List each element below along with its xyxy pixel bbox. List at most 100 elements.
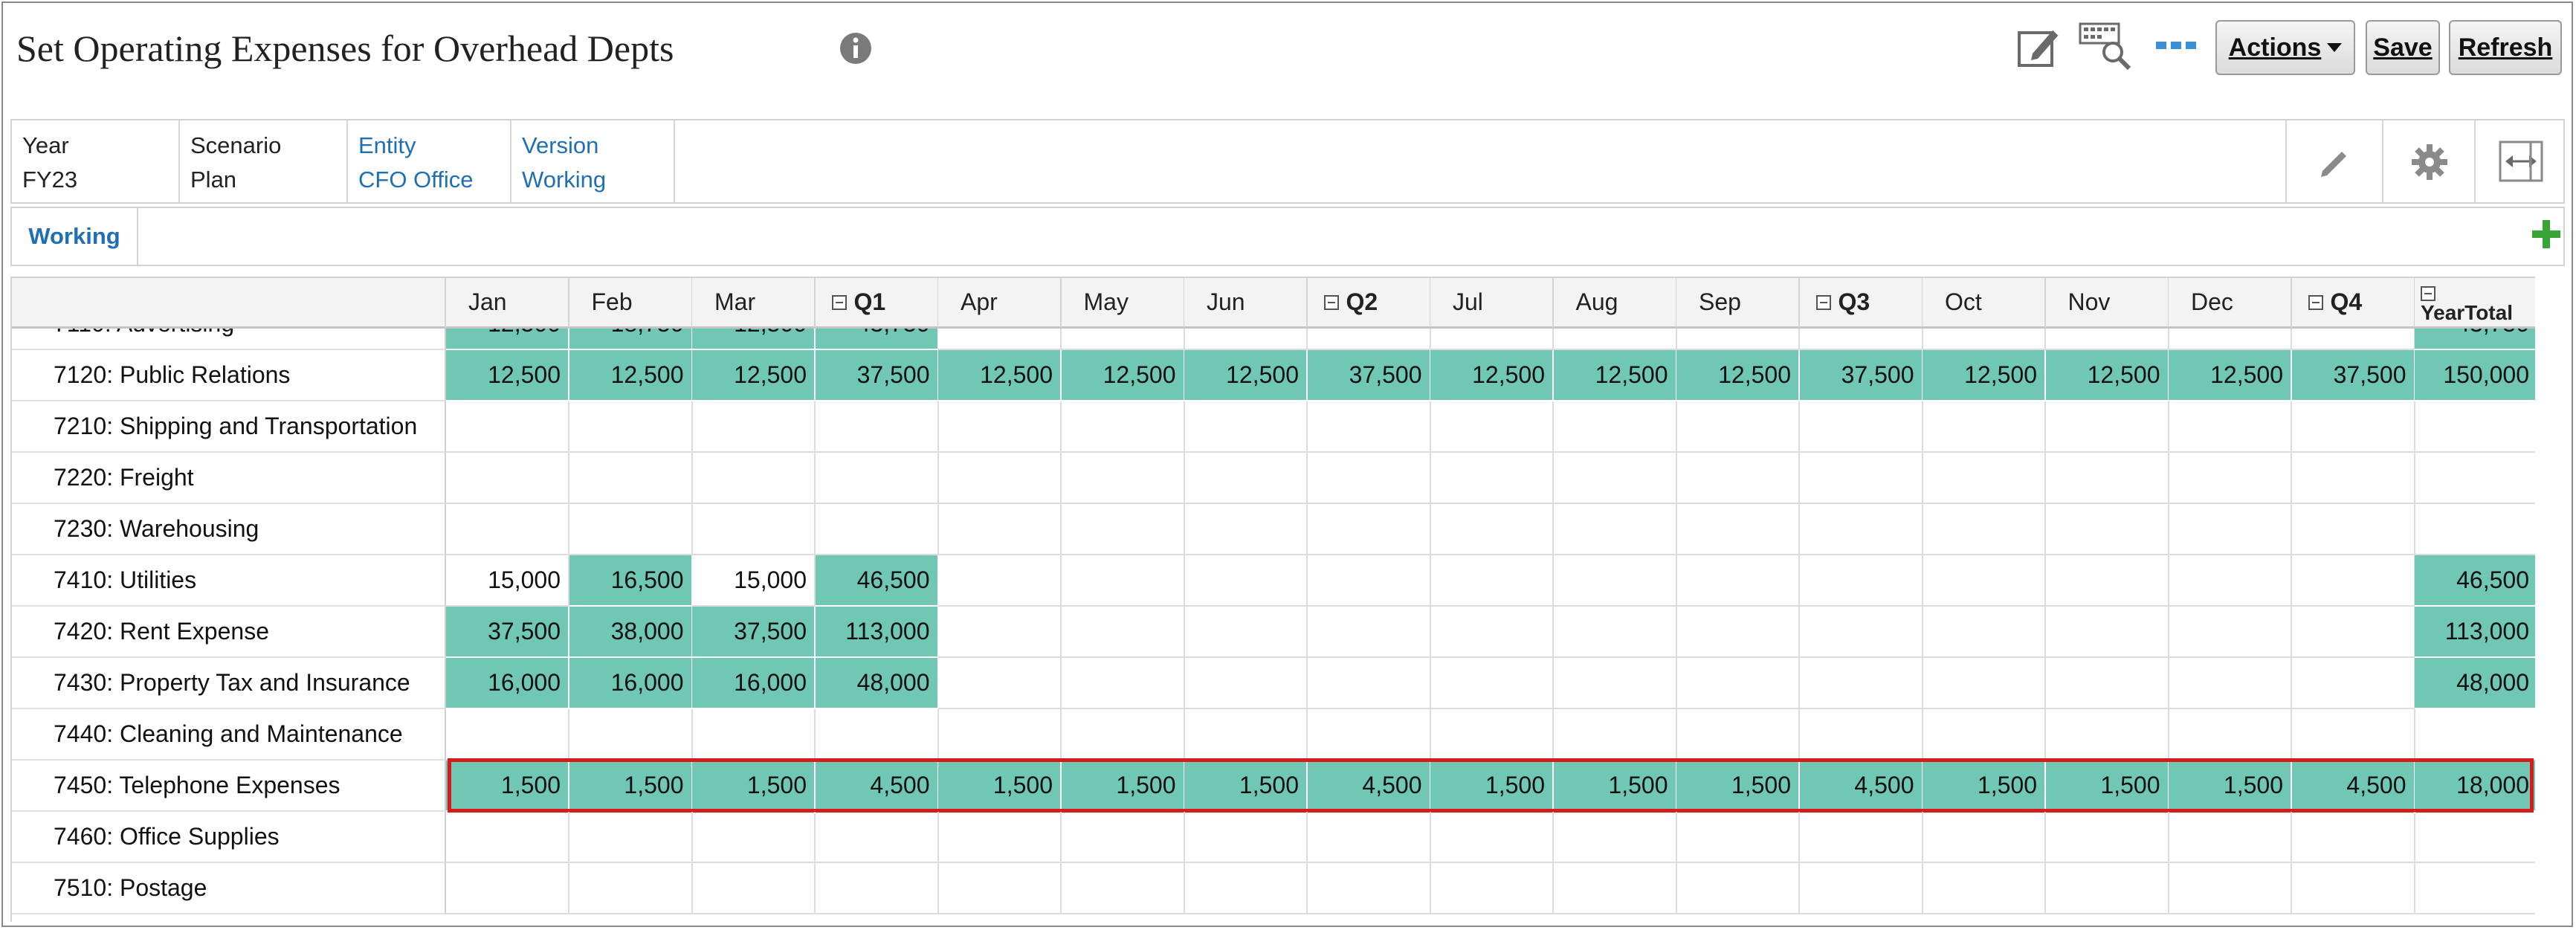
grid-cell[interactable]: 37,500 xyxy=(1799,350,1923,401)
grid-cell[interactable] xyxy=(1923,555,2046,607)
grid-cell[interactable] xyxy=(938,709,1062,761)
grid-cell[interactable] xyxy=(1061,401,1185,453)
grid-cell[interactable] xyxy=(692,709,816,761)
grid-cell[interactable] xyxy=(1430,709,1554,761)
grid-cell[interactable]: 4,500 xyxy=(2291,761,2415,812)
refresh-button[interactable]: Refresh xyxy=(2449,20,2562,75)
grid-cell[interactable]: 37,500 xyxy=(446,607,569,658)
grid-cell[interactable]: 16,000 xyxy=(692,658,816,709)
grid-cell[interactable] xyxy=(2045,607,2169,658)
grid-cell[interactable] xyxy=(1061,453,1185,504)
pencil-icon[interactable] xyxy=(2317,144,2352,180)
grid-cell[interactable] xyxy=(1553,607,1677,658)
grid-cell[interactable]: 150,000 xyxy=(2415,350,2535,401)
grid-cell[interactable] xyxy=(2291,504,2415,555)
column-header[interactable]: Q4 xyxy=(2291,278,2415,329)
pov-collapse-tool[interactable] xyxy=(2474,120,2563,202)
grid-cell[interactable] xyxy=(2169,555,2292,607)
grid-cell[interactable] xyxy=(1676,607,1800,658)
grid-cell[interactable] xyxy=(1184,453,1308,504)
grid-cell[interactable] xyxy=(1553,401,1677,453)
grid-cell[interactable] xyxy=(1430,453,1554,504)
grid-cell[interactable] xyxy=(1553,658,1677,709)
grid-cell[interactable] xyxy=(569,709,693,761)
grid-cell[interactable]: 12,500 xyxy=(692,350,816,401)
grid-cell[interactable]: 37,500 xyxy=(815,350,939,401)
pov-settings-tool[interactable] xyxy=(2382,120,2474,202)
grid-cell[interactable] xyxy=(1430,401,1554,453)
grid-cell[interactable] xyxy=(569,453,693,504)
grid-cell[interactable] xyxy=(1430,863,1554,914)
grid-cell[interactable] xyxy=(1061,863,1185,914)
grid-cell[interactable] xyxy=(1553,863,1677,914)
grid-cell[interactable] xyxy=(1799,863,1923,914)
grid-cell[interactable] xyxy=(1676,504,1800,555)
grid-cell[interactable] xyxy=(1061,504,1185,555)
grid-cell[interactable] xyxy=(1307,401,1431,453)
grid-cell[interactable]: 12,500 xyxy=(1923,350,2046,401)
grid-cell[interactable]: 12,500 xyxy=(1676,350,1800,401)
grid-cell[interactable] xyxy=(2169,709,2292,761)
grid-cell[interactable] xyxy=(1184,607,1308,658)
grid-cell[interactable] xyxy=(1061,607,1185,658)
grid-cell[interactable] xyxy=(1799,555,1923,607)
grid-cell[interactable] xyxy=(692,812,816,863)
grid-cell[interactable]: 12,500 xyxy=(2045,350,2169,401)
grid-cell[interactable]: 12,500 xyxy=(1061,350,1185,401)
grid-cell[interactable] xyxy=(1307,607,1431,658)
grid-cell[interactable] xyxy=(2169,812,2292,863)
grid-cell[interactable] xyxy=(2045,401,2169,453)
grid-cell[interactable]: 12,500 xyxy=(938,350,1062,401)
grid-cell[interactable] xyxy=(1676,863,1800,914)
grid-cell[interactable]: 1,500 xyxy=(1061,761,1185,812)
pov-version[interactable]: Version Working xyxy=(511,120,675,202)
keyboard-search-icon[interactable] xyxy=(2079,22,2132,71)
grid-cell[interactable] xyxy=(1799,607,1923,658)
grid-cell[interactable] xyxy=(1923,504,2046,555)
grid-cell[interactable] xyxy=(2045,555,2169,607)
grid-cell[interactable] xyxy=(1553,504,1677,555)
grid-cell[interactable]: 1,500 xyxy=(938,761,1062,812)
grid-cell[interactable] xyxy=(2169,453,2292,504)
grid-cell[interactable] xyxy=(1799,709,1923,761)
grid-cell[interactable] xyxy=(1923,607,2046,658)
column-header[interactable]: YearTotal xyxy=(2415,278,2535,329)
grid-cell[interactable] xyxy=(446,453,569,504)
grid-cell[interactable] xyxy=(2291,709,2415,761)
grid-cell[interactable] xyxy=(446,863,569,914)
grid-cell[interactable] xyxy=(1430,812,1554,863)
grid-cell[interactable] xyxy=(569,504,693,555)
grid-cell[interactable] xyxy=(815,812,939,863)
grid-cell[interactable]: 12,500 xyxy=(446,350,569,401)
grid-cell[interactable] xyxy=(1061,709,1185,761)
grid-cell[interactable] xyxy=(2045,504,2169,555)
grid-cell[interactable] xyxy=(569,812,693,863)
grid-cell[interactable] xyxy=(1307,709,1431,761)
grid-cell[interactable] xyxy=(2045,812,2169,863)
grid-cell[interactable] xyxy=(1184,863,1308,914)
grid-cell[interactable]: 1,500 xyxy=(2045,761,2169,812)
grid-cell[interactable]: 48,000 xyxy=(815,658,939,709)
grid-cell[interactable]: 12,500 xyxy=(569,350,693,401)
grid-cell[interactable]: 46,500 xyxy=(815,555,939,607)
column-header[interactable]: Q3 xyxy=(1799,278,1923,329)
grid-cell[interactable]: 16,000 xyxy=(569,658,693,709)
grid-cell[interactable] xyxy=(569,401,693,453)
grid-cell[interactable] xyxy=(1061,812,1185,863)
grid-cell[interactable]: 16,000 xyxy=(446,658,569,709)
grid-cell[interactable] xyxy=(815,863,939,914)
grid-cell[interactable] xyxy=(938,504,1062,555)
grid-cell[interactable] xyxy=(446,504,569,555)
grid-cell[interactable]: 12,500 xyxy=(1184,350,1308,401)
grid-cell[interactable] xyxy=(1923,401,2046,453)
grid-cell[interactable]: 1,500 xyxy=(1184,761,1308,812)
grid-cell[interactable] xyxy=(1430,504,1554,555)
grid-cell[interactable] xyxy=(2415,504,2535,555)
grid-cell[interactable] xyxy=(815,709,939,761)
pov-entity[interactable]: Entity CFO Office xyxy=(348,120,511,202)
grid-cell[interactable]: 12,500 xyxy=(1553,350,1677,401)
grid-cell[interactable] xyxy=(2169,607,2292,658)
grid-cell[interactable] xyxy=(2291,812,2415,863)
grid-cell[interactable] xyxy=(1799,504,1923,555)
grid-cell[interactable] xyxy=(938,401,1062,453)
